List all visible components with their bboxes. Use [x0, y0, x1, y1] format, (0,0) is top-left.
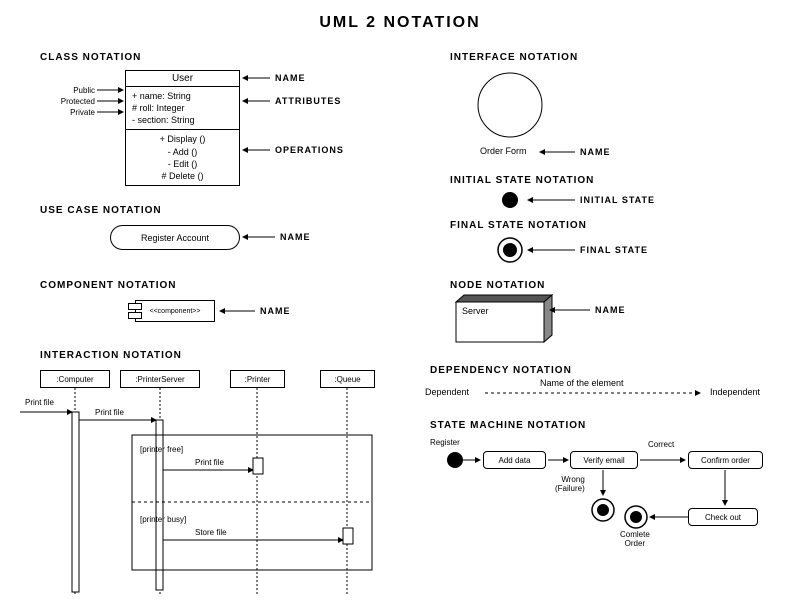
- sm-svg: [0, 0, 800, 600]
- sm-confirm: Confirm order: [688, 451, 763, 469]
- sm-register: Register: [430, 438, 460, 447]
- sm-checkout: Check out: [688, 508, 758, 526]
- sm-verify: Verify email: [570, 451, 638, 469]
- sm-complete: Comlete Order: [620, 530, 650, 548]
- sm-add-data: Add data: [483, 451, 546, 469]
- sm-wrong: Wrong (Failure): [555, 475, 585, 493]
- sm-correct: Correct: [648, 440, 674, 449]
